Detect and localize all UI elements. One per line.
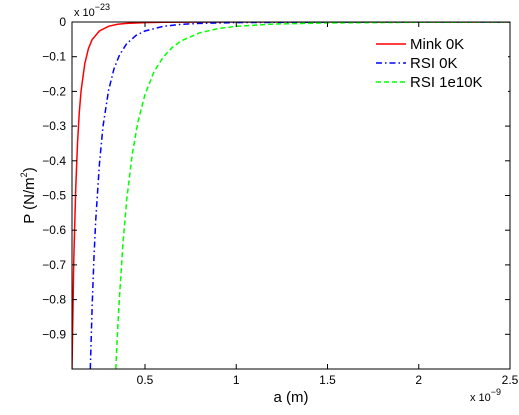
x-tick-label: 2.5 — [502, 373, 519, 387]
legend-label-3: RSI 1e10K — [410, 74, 483, 91]
x-tick-label: 0.5 — [137, 373, 154, 387]
y-exponent-label: x 10−23 — [74, 2, 110, 19]
x-tick-label: 2 — [415, 373, 422, 387]
y-tick-label: −0.2 — [42, 84, 66, 98]
x-axis-label: a (m) — [274, 389, 309, 406]
y-tick-label: −0.8 — [42, 293, 66, 307]
series-line-3 — [115, 22, 510, 369]
y-tick-label: −0.3 — [42, 119, 66, 133]
series-line-2 — [89, 22, 510, 369]
y-axis-label: P (N/m2) — [19, 167, 38, 223]
legend-label-2: RSI 0K — [410, 55, 458, 72]
x-exponent-label: x 10−9 — [470, 387, 501, 404]
y-tick-label: −0.5 — [42, 189, 66, 203]
y-tick-label: −0.7 — [42, 258, 66, 272]
y-tick-label: 0 — [59, 15, 66, 29]
y-tick-label: −0.9 — [42, 327, 66, 341]
x-tick-label: 1.5 — [319, 373, 336, 387]
x-tick-label: 1 — [233, 373, 240, 387]
y-tick-label: −0.1 — [42, 50, 66, 64]
y-tick-label: −0.4 — [42, 154, 66, 168]
legend: Mink 0K RSI 0K RSI 1e10K — [372, 32, 508, 95]
legend-label-1: Mink 0K — [410, 36, 464, 53]
y-tick-label: −0.6 — [42, 223, 66, 237]
